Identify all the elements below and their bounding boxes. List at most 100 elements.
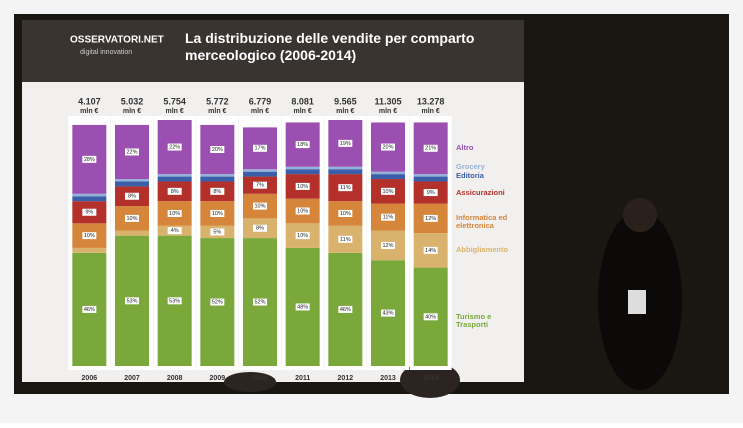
value-label-box: [253, 202, 267, 210]
value-label-box: [423, 313, 438, 321]
value-label: 20%: [382, 145, 393, 151]
value-label-box: [210, 298, 225, 306]
x-tick-label: 2011: [295, 375, 310, 382]
bar-segment: [157, 176, 192, 182]
value-label: 10%: [297, 208, 308, 214]
value-label-box: [167, 187, 182, 195]
value-label-box: [210, 228, 225, 236]
value-label: 10%: [297, 184, 308, 190]
value-label: 10%: [126, 216, 137, 222]
value-label: 9%: [85, 210, 93, 216]
bar-segment: [285, 166, 320, 170]
bar-segment: [115, 181, 149, 187]
value-label-box: [423, 214, 438, 222]
value-label: 9%: [427, 190, 435, 196]
value-label-box: [338, 235, 353, 243]
bar-segment: [413, 174, 448, 177]
bar-segment: [200, 176, 235, 182]
value-label: 19%: [340, 141, 351, 147]
value-label: 8%: [171, 189, 179, 195]
value-label-box: [295, 232, 310, 240]
total-unit: mln €: [80, 108, 98, 115]
value-label-box: [253, 181, 267, 189]
value-label-box: [338, 139, 353, 147]
value-label: 18%: [297, 142, 308, 148]
value-label: 5%: [213, 229, 221, 235]
value-label-box: [125, 297, 139, 305]
value-label: 10%: [382, 189, 393, 195]
legend-label: Informatica ed elettronica: [456, 213, 508, 231]
value-label-box: [167, 143, 182, 151]
x-tick-label: 2012: [338, 375, 354, 382]
x-tick-label: 2006: [82, 375, 98, 382]
total-label: 6.779: [249, 96, 272, 106]
bar-segment: [328, 169, 363, 175]
title-box: La distribuzione delle vendite per compa…: [185, 30, 475, 63]
value-label-box: [381, 143, 395, 151]
x-tick-label: 2014: [423, 375, 439, 382]
legend-label: Grocery: [456, 162, 485, 172]
value-label: 4%: [171, 228, 179, 234]
bar-segment: [200, 174, 235, 177]
value-label-box: [423, 144, 438, 152]
value-label: 14%: [425, 248, 436, 254]
value-label-box: [167, 209, 182, 217]
value-label-box: [295, 141, 310, 149]
logo-tagline: digital innovation: [80, 49, 132, 56]
value-label: 17%: [254, 146, 265, 152]
value-label-box: [295, 182, 310, 190]
value-label-box: [125, 214, 139, 222]
x-tick-label: 2010: [252, 375, 268, 382]
total-unit: mln €: [336, 108, 354, 115]
value-label: 20%: [212, 147, 223, 153]
x-tick-label: 2009: [210, 375, 226, 382]
value-label: 12%: [382, 243, 393, 249]
value-label-box: [381, 187, 395, 195]
value-label: 40%: [425, 314, 436, 320]
logo: OSSERVATORI.NET: [70, 35, 164, 46]
value-label: 12%: [425, 216, 436, 222]
value-label: 8%: [256, 226, 264, 232]
legend-label: Turismo e Trasporti: [456, 311, 492, 329]
total-label: 5.772: [206, 96, 229, 106]
value-label: 22%: [169, 145, 180, 151]
total-label: 8.081: [291, 96, 314, 106]
bar-segment: [72, 193, 107, 197]
value-label-box: [295, 303, 310, 311]
value-label-box: [338, 305, 353, 313]
value-label: 43%: [382, 311, 393, 317]
chart-title: La distribuzione delle vendite per compa…: [185, 30, 475, 63]
value-label: 10%: [340, 211, 351, 217]
value-label-box: [167, 227, 182, 235]
total-label: 13.278: [417, 96, 445, 106]
value-label: 8%: [213, 189, 221, 195]
value-label: 48%: [297, 304, 308, 310]
audience-head: [400, 362, 460, 398]
value-label-box: [82, 208, 97, 216]
value-label: 28%: [84, 157, 95, 163]
value-label: 52%: [212, 299, 223, 305]
value-label: 11%: [340, 237, 351, 243]
value-label: 10%: [169, 211, 180, 217]
speaker-head: [623, 198, 657, 232]
bar-segment: [413, 176, 448, 182]
value-label-box: [253, 298, 267, 306]
value-label-box: [125, 192, 139, 200]
value-label-box: [210, 209, 225, 217]
value-label-box: [82, 305, 97, 313]
x-tick-label: 2008: [167, 375, 183, 382]
value-label-box: [125, 148, 139, 156]
total-unit: mln €: [123, 108, 141, 115]
value-label-box: [82, 232, 97, 240]
x-tick-label: 2007: [124, 375, 140, 382]
value-label-box: [82, 155, 97, 163]
value-label: 53%: [126, 298, 137, 304]
value-label: 8%: [128, 194, 136, 200]
value-label: 7%: [256, 183, 264, 189]
value-label: 21%: [425, 146, 436, 152]
value-label: 10%: [254, 204, 265, 210]
total-unit: mln €: [294, 108, 312, 115]
bar-segment: [72, 196, 107, 202]
bar-segment: [72, 247, 107, 253]
